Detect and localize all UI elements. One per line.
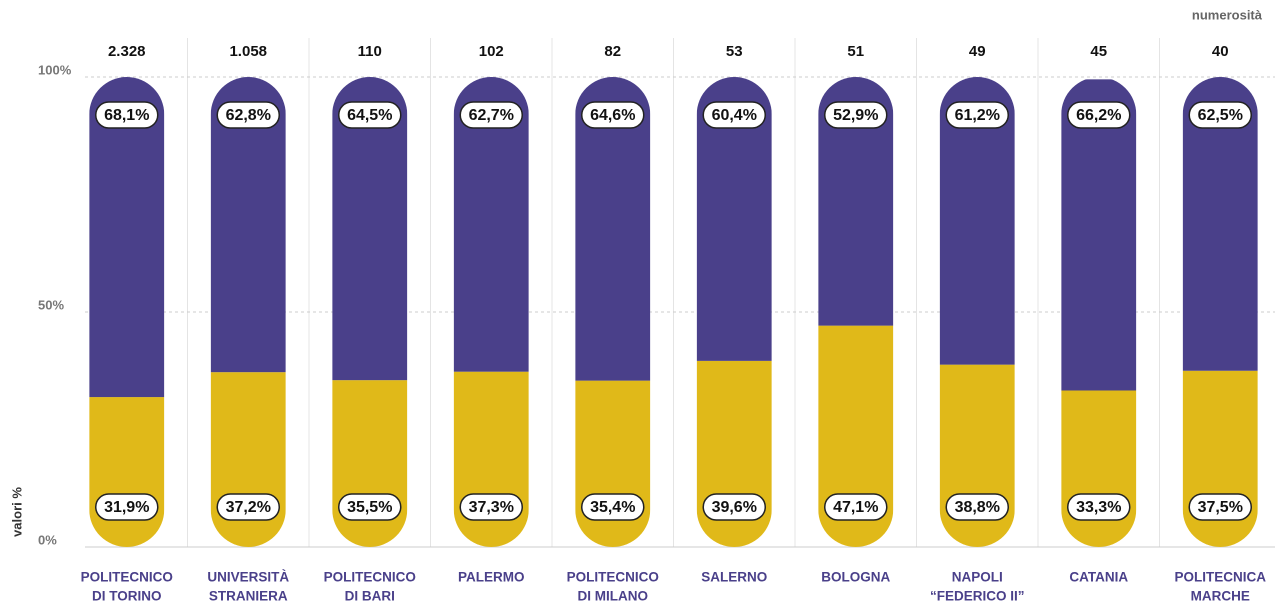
value-label-bg: [459, 101, 523, 129]
bar: [1182, 77, 1258, 547]
count-label: 40: [1212, 43, 1229, 60]
value-label-bg: [1067, 101, 1131, 129]
value-label: 52,9%: [833, 107, 878, 124]
bar: [332, 77, 408, 547]
value-label: 39,6%: [712, 499, 757, 516]
value-label-bg: [581, 101, 645, 129]
value-label-bg: [459, 493, 523, 521]
count-label: 2.328: [108, 43, 146, 60]
y-tick-label: 50%: [38, 297, 64, 312]
count-label: 82: [604, 43, 621, 60]
value-label: 64,6%: [590, 107, 635, 124]
y-tick-label: 0%: [38, 532, 57, 547]
count-label: 51: [847, 43, 864, 60]
value-label-bg: [216, 493, 280, 521]
x-tick-label: POLITECNICA: [1174, 570, 1266, 585]
value-label: 66,2%: [1076, 107, 1121, 124]
value-label-bg: [216, 101, 280, 129]
x-tick-label: POLITECNICO: [567, 570, 659, 585]
x-tick-label: CATANIA: [1069, 570, 1128, 585]
count-label: 110: [358, 43, 382, 60]
value-label: 62,7%: [469, 107, 514, 124]
value-label: 64,5%: [347, 107, 392, 124]
value-label: 62,5%: [1198, 107, 1243, 124]
value-label-bg: [1067, 493, 1131, 521]
bar: [939, 77, 1015, 547]
value-label-bg: [702, 493, 766, 521]
x-tick-label: NAPOLI: [952, 570, 1003, 585]
value-label: 61,2%: [955, 107, 1000, 124]
value-label: 33,3%: [1076, 499, 1121, 516]
header: numerosità: [1192, 7, 1263, 22]
value-label-bg: [95, 493, 159, 521]
bar-segment: [1061, 79, 1137, 391]
bar-segment: [89, 77, 165, 398]
value-label: 68,1%: [104, 107, 149, 124]
bar-segment: [89, 397, 165, 547]
value-label: 37,3%: [469, 499, 514, 516]
value-label-bg: [824, 101, 888, 129]
bar: [453, 77, 529, 547]
bar: [89, 77, 165, 547]
y-axis-label: valori %: [9, 487, 24, 537]
bar: [210, 77, 286, 547]
value-label-bg: [1188, 493, 1252, 521]
x-tick-label: DI BARI: [345, 589, 395, 603]
value-label-bg: [702, 101, 766, 129]
x-tick-label: UNIVERSITÀ: [207, 570, 289, 585]
value-label-bg: [945, 101, 1009, 129]
value-label: 37,5%: [1198, 499, 1243, 516]
count-label: 1.058: [229, 43, 267, 60]
x-tick-label: POLITECNICO: [81, 570, 173, 585]
value-label: 35,5%: [347, 499, 392, 516]
value-label-bg: [338, 493, 402, 521]
x-tick-label: PALERMO: [458, 570, 525, 585]
x-tick-label: BOLOGNA: [821, 570, 890, 585]
bar-segment: [575, 380, 651, 547]
value-label-bg: [824, 493, 888, 521]
x-tick-label: POLITECNICO: [324, 570, 416, 585]
bar: [1061, 79, 1137, 547]
count-label: 102: [479, 43, 504, 60]
x-tick-label: STRANIERA: [209, 589, 288, 603]
value-label: 38,8%: [955, 499, 1000, 516]
bar-segment: [210, 372, 286, 547]
count-label: 53: [726, 43, 743, 60]
value-label-bg: [945, 493, 1009, 521]
value-label: 31,9%: [104, 499, 149, 516]
value-label-bg: [581, 493, 645, 521]
bar-segment: [332, 380, 408, 547]
value-label: 47,1%: [833, 499, 878, 516]
value-label-bg: [95, 101, 159, 129]
bar: [818, 77, 894, 547]
x-tick-label: MARCHE: [1191, 589, 1250, 603]
value-label: 35,4%: [590, 499, 635, 516]
bar: [696, 77, 772, 547]
x-tick-label: DI MILANO: [578, 589, 649, 603]
y-tick-label: 100%: [38, 62, 72, 77]
count-label: 49: [969, 43, 986, 60]
bar: [575, 77, 651, 547]
value-label: 60,4%: [712, 107, 757, 124]
value-label-bg: [338, 101, 402, 129]
x-tick-label: “FEDERICO II”: [930, 589, 1025, 603]
bar-segment: [1061, 390, 1137, 547]
x-tick-label: SALERNO: [701, 570, 767, 585]
value-label-bg: [1188, 101, 1252, 129]
value-label: 37,2%: [226, 499, 271, 516]
value-label: 62,8%: [226, 107, 271, 124]
x-tick-label: DI TORINO: [92, 589, 162, 603]
count-label: 45: [1090, 43, 1107, 60]
